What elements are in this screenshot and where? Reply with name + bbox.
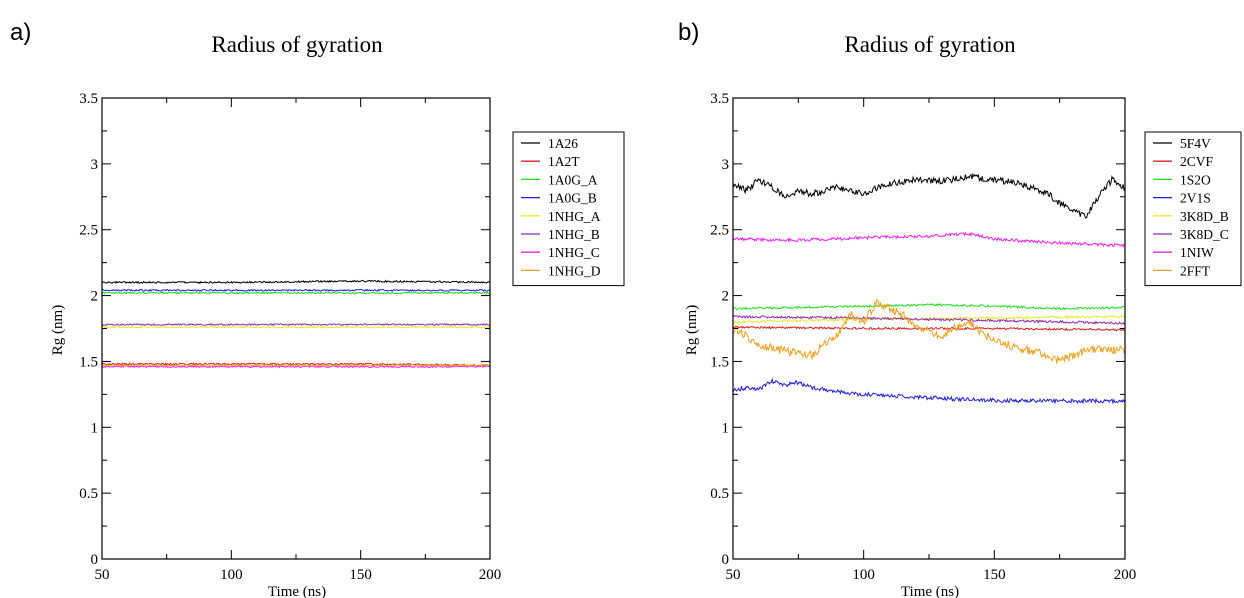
y-tick-label: 2.5 xyxy=(79,223,98,239)
y-tick-label: 1 xyxy=(722,420,730,436)
chart-title: Radius of gyration xyxy=(211,32,383,57)
y-tick-label: 1 xyxy=(91,420,99,436)
y-tick-label: 2.5 xyxy=(710,223,729,239)
y-tick-label: 3 xyxy=(722,157,730,173)
legend-label: 1S2O xyxy=(1180,172,1211,187)
series-line-1nhg_d xyxy=(102,363,490,367)
y-tick-label: 2 xyxy=(91,289,99,305)
x-tick-label: 150 xyxy=(983,567,1006,583)
series-line-1a26 xyxy=(102,279,490,285)
x-tick-label: 50 xyxy=(95,567,110,583)
y-tick-label: 2 xyxy=(722,289,730,305)
x-tick-label: 100 xyxy=(220,567,243,583)
legend-label: 1A0G_A xyxy=(548,172,598,187)
legend-label: 1NHG_C xyxy=(548,245,600,260)
legend-label: 3K8D_B xyxy=(1180,209,1229,224)
legend-label: 1NHG_B xyxy=(548,227,600,242)
x-tick-label: 200 xyxy=(479,567,502,583)
legend-label: 1NIW xyxy=(1180,245,1214,260)
x-tick-label: 150 xyxy=(349,567,372,583)
y-tick-label: 1.5 xyxy=(710,354,729,370)
legend-label: 3K8D_C xyxy=(1180,227,1229,242)
plot-area: 50 100 150 200 0 0.5 1 1.5 2 2.5 3 3.5 xyxy=(710,91,1136,583)
y-tick-label: 0.5 xyxy=(79,486,98,502)
chart-panel-a: a) Radius of gyration Time (ns) Rg (nm) … xyxy=(10,19,625,598)
x-axis-label: Time (ns) xyxy=(901,584,959,598)
x-tick-label: 200 xyxy=(1114,567,1137,583)
panel-label: b) xyxy=(678,19,699,46)
chart-panel-b: b) Radius of gyration Time (ns) Rg (nm) … xyxy=(678,19,1242,598)
chart-title: Radius of gyration xyxy=(844,32,1016,57)
legend-label: 1A2T xyxy=(548,154,580,169)
legend: 5F4V 2CVF 1S2O 2V1S 3K8D_B 3K8D_C 1NIW 2FFT xyxy=(1144,131,1242,287)
legend-label: 1NHG_A xyxy=(548,209,601,224)
y-tick-label: 3.5 xyxy=(79,91,98,107)
x-axis-label: Time (ns) xyxy=(268,584,326,598)
y-axis-label: Rg (nm) xyxy=(684,305,700,355)
legend-label: 1A26 xyxy=(548,136,578,151)
series-line-1nhg_a xyxy=(102,325,490,329)
plot-area: 50 100 150 200 0 0.5 1 1.5 2 2.5 3 3.5 xyxy=(79,91,501,583)
series-line-2fft xyxy=(733,298,1125,364)
series-line-3k8d_c xyxy=(733,314,1125,325)
series-line-1nhg_b xyxy=(102,322,490,327)
legend-label: 1A0G_B xyxy=(548,191,597,206)
series-line-1s2o xyxy=(733,303,1125,311)
x-tick-label: 50 xyxy=(726,567,741,583)
y-tick-label: 1.5 xyxy=(79,354,98,370)
y-tick-label: 0 xyxy=(722,552,730,568)
x-tick-label: 100 xyxy=(852,567,875,583)
series-line-1a0g_b xyxy=(102,288,490,292)
legend: 1A26 1A2T 1A0G_A 1A0G_B 1NHG_A 1NHG_B 1NHG_C 1N… xyxy=(512,131,625,287)
legend-label: 5F4V xyxy=(1180,136,1211,151)
legend-box xyxy=(512,131,625,287)
series-line-5f4v xyxy=(733,172,1125,220)
legend-label: 2V1S xyxy=(1180,191,1211,206)
series-line-1a0g_a xyxy=(102,291,490,295)
series-line-2v1s xyxy=(733,377,1125,405)
series-line-2cvf xyxy=(733,325,1125,332)
legend-box xyxy=(1144,131,1242,287)
panel-label: a) xyxy=(10,19,31,46)
series-line-1niw xyxy=(733,231,1125,249)
series-line-1a2t xyxy=(102,362,490,367)
plot-frame xyxy=(101,97,491,560)
legend-label: 1NHG_D xyxy=(548,263,601,278)
y-tick-label: 3.5 xyxy=(710,91,729,107)
y-tick-label: 0 xyxy=(91,552,99,568)
y-tick-label: 3 xyxy=(91,157,99,173)
y-tick-label: 0.5 xyxy=(710,486,729,502)
legend-label: 2FFT xyxy=(1180,263,1211,278)
legend-label: 2CVF xyxy=(1180,154,1214,169)
y-axis-label: Rg (nm) xyxy=(50,305,66,355)
